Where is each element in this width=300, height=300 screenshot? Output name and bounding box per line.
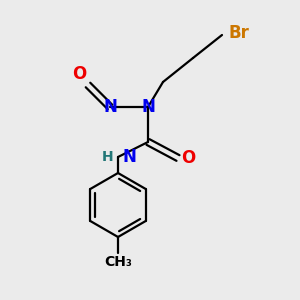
Text: Br: Br (228, 24, 249, 42)
Text: CH₃: CH₃ (104, 255, 132, 269)
Text: N: N (103, 98, 117, 116)
Text: H: H (101, 150, 113, 164)
Text: O: O (72, 65, 86, 83)
Text: N: N (141, 98, 155, 116)
Text: N: N (122, 148, 136, 166)
Text: O: O (181, 149, 195, 167)
